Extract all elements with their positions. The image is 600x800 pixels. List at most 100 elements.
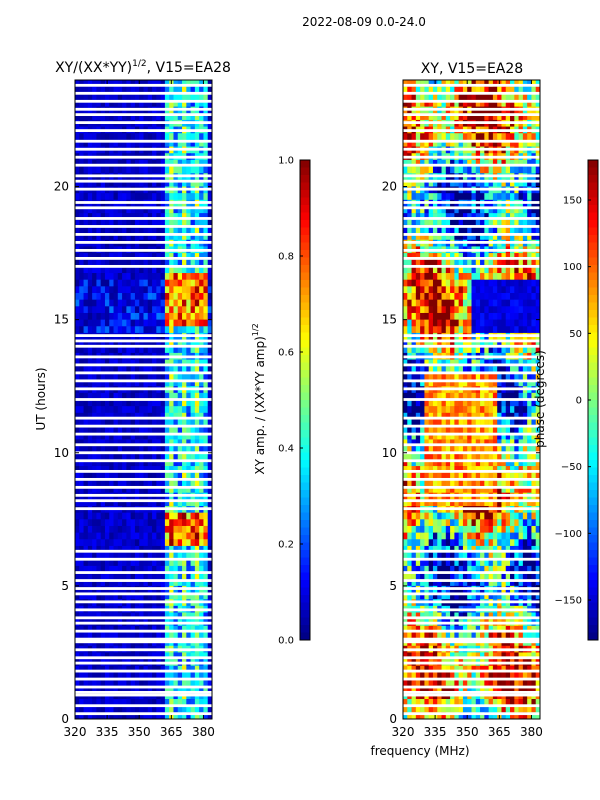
amplitude-heatmap-cell (199, 299, 204, 307)
phase-heatmap-cell (501, 312, 507, 320)
amplitude-heatmap-cell (164, 612, 170, 620)
amplitude-heatmap-cell (96, 306, 101, 314)
phase-heatmap-cell (505, 306, 511, 314)
phase-heatmap-cell (514, 459, 519, 467)
amplitude-heatmap-cell (100, 179, 106, 187)
phase-heatmap-cell (458, 306, 464, 314)
amplitude-heatmap-cell (83, 319, 89, 327)
amplitude-heatmap-cell (92, 166, 97, 174)
amplitude-heatmap-cell (186, 299, 191, 307)
amplitude-heatmap-cell (96, 219, 101, 227)
amplitude-heatmap-cell (109, 139, 114, 147)
phase-heatmap-cell (454, 206, 459, 214)
amplitude-heatmap-cell (169, 359, 174, 367)
phase-heatmap-cell (432, 293, 438, 300)
amplitude-heatmap-cell (113, 545, 119, 553)
phase-heatmap-cell (432, 213, 438, 221)
amplitude-heatmap-cell (203, 632, 209, 640)
phase-heatmap-cell (432, 319, 438, 327)
amplitude-heatmap-cell (134, 459, 140, 467)
phase-heatmap-cell (497, 399, 502, 407)
phase-heatmap-cell (488, 166, 494, 174)
amplitude-heatmap-cell (143, 312, 149, 320)
amplitude-heatmap-cell (87, 80, 93, 87)
amplitude-heatmap-cell (203, 539, 209, 547)
phase-heatmap-cell (454, 219, 459, 227)
amplitude-heatmap-cell (164, 299, 170, 307)
amplitude-heatmap-cell (113, 166, 119, 174)
phase-heatmap-cell (505, 432, 511, 440)
phase-heatmap-cell (432, 379, 438, 387)
amplitude-heatmap-cell (75, 426, 80, 434)
amplitude-flagged-row (75, 571, 212, 574)
phase-heatmap-cell (510, 346, 515, 354)
phase-heatmap-cell (467, 273, 472, 280)
phase-heatmap-cell (445, 399, 451, 407)
phase-heatmap-cell (403, 339, 408, 347)
amplitude-heatmap-cell (169, 392, 174, 400)
amplitude-heatmap-cell (169, 559, 174, 567)
amplitude-heatmap-cell (143, 179, 149, 187)
amplitude-heatmap-cell (186, 512, 191, 520)
amplitude-heatmap-cell (122, 326, 127, 334)
amplitude-heatmap-cell (164, 206, 170, 214)
phase-heatmap-cell (467, 319, 472, 327)
amplitude-heatmap-cell (182, 299, 187, 307)
phase-heatmap-cell (480, 166, 485, 174)
phase-heatmap-cell (501, 133, 507, 141)
phase-heatmap-cell (462, 139, 468, 147)
amplitude-heatmap-cell (147, 99, 153, 107)
amplitude-heatmap-cell (104, 319, 110, 327)
phase-heatmap-cell (467, 426, 472, 434)
amplitude-heatmap-cell (156, 179, 161, 187)
phase-heatmap-cell (445, 419, 451, 427)
phase-heatmap-cell (454, 179, 459, 187)
phase-heatmap-cell (535, 312, 541, 320)
amplitude-heatmap-cell (177, 179, 183, 187)
phase-heatmap-cell (527, 312, 532, 320)
amplitude-heatmap-cell (164, 293, 170, 300)
amplitude-heatmap-cell (182, 512, 187, 520)
phase-heatmap-cell (462, 253, 468, 261)
phase-heatmap-cell (411, 139, 417, 147)
amplitude-heatmap-cell (117, 399, 123, 407)
amplitude-heatmap-cell (160, 705, 166, 713)
amplitude-heatmap-cell (152, 399, 157, 407)
amplitude-heatmap-cell (177, 266, 183, 274)
amplitude-heatmap-cell (207, 539, 213, 547)
amplitude-heatmap-cell (130, 572, 136, 580)
amplitude-heatmap-cell (203, 472, 209, 480)
amplitude-heatmap-cell (75, 539, 80, 547)
phase-heatmap-cell (420, 406, 425, 414)
phase-heatmap-cell (403, 266, 408, 274)
amplitude-heatmap-cell (75, 133, 80, 141)
amplitude-heatmap-cell (182, 699, 187, 706)
amplitude-flagged-row (75, 621, 212, 625)
phase-heatmap-cell (454, 80, 459, 87)
amplitude-heatmap-cell (190, 273, 196, 280)
amplitude-heatmap-cell (117, 685, 123, 693)
amplitude-heatmap-cell (117, 233, 123, 241)
amplitude-heatmap-cell (160, 293, 166, 300)
amplitude-heatmap-cell (160, 545, 166, 553)
amplitude-heatmap-cell (147, 299, 153, 307)
amplitude-heatmap-cell (104, 705, 110, 713)
phase-heatmap-cell (531, 452, 537, 460)
amplitude-heatmap-cell (96, 233, 101, 241)
phase-heatmap-cell (497, 306, 502, 314)
phase-heatmap-cell (458, 80, 464, 87)
phase-heatmap-cell (407, 159, 412, 167)
amplitude-flagged-row (75, 557, 212, 561)
amplitude-heatmap-cell (190, 472, 196, 480)
amplitude-heatmap-cell (152, 572, 157, 580)
phase-heatmap-cell (484, 159, 489, 167)
amplitude-heatmap-cell (182, 133, 187, 141)
amplitude-heatmap-cell (173, 139, 179, 147)
amplitude-heatmap-cell (100, 472, 106, 480)
phase-heatmap-cell (437, 226, 442, 234)
amplitude-heatmap-cell (207, 545, 213, 553)
amplitude-heatmap-cell (177, 652, 183, 660)
phase-heatmap-cell (424, 253, 429, 261)
amplitude-heatmap-cell (143, 366, 149, 374)
amplitude-heatmap-cell (75, 572, 80, 580)
